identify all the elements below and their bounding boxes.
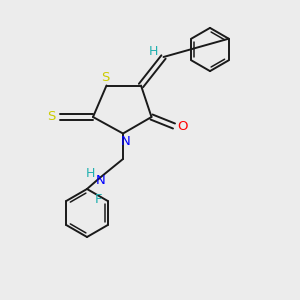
Text: H: H [85, 167, 95, 180]
Text: N: N [96, 173, 105, 187]
Text: O: O [177, 119, 188, 133]
Text: S: S [101, 70, 109, 84]
Text: N: N [121, 135, 131, 148]
Text: S: S [47, 110, 56, 124]
Text: F: F [94, 193, 102, 206]
Text: H: H [149, 45, 159, 58]
